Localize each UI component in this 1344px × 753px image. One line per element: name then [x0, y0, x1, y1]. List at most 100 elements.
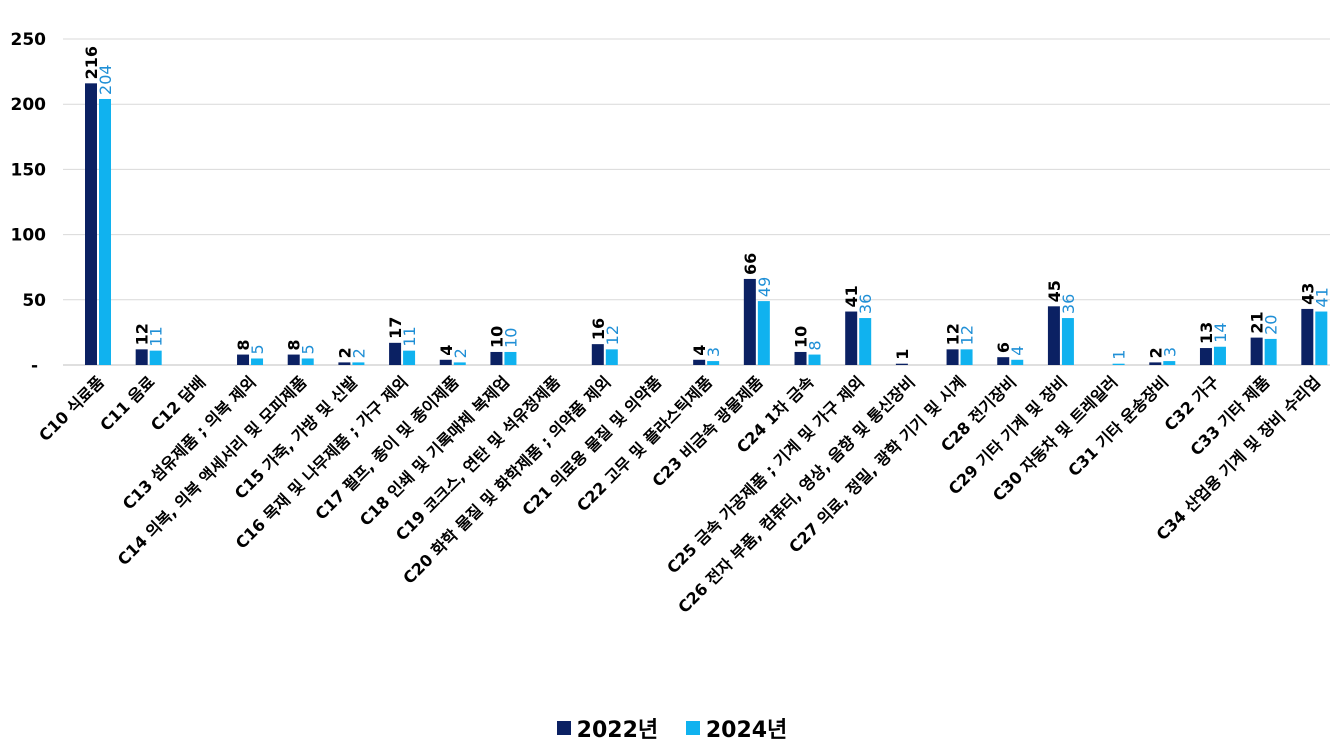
x-category-label: C11 음료: [96, 372, 158, 434]
bar-series-1: [1149, 362, 1162, 365]
bar-series-2: [99, 98, 111, 365]
y-tick-label: 250: [11, 30, 47, 50]
data-label-series-1: 10: [792, 326, 811, 348]
bar-series-1: [997, 357, 1010, 365]
data-label-series-1: 4: [437, 345, 456, 356]
bar-series-1: [1199, 348, 1212, 365]
bar-series-1: [794, 351, 807, 365]
data-label-series-2: 11: [147, 326, 166, 346]
data-label-series-1: 10: [487, 326, 506, 348]
bar-series-1: [490, 351, 503, 365]
data-label-series-2: 14: [1211, 322, 1230, 342]
bar-series-1: [1250, 337, 1263, 365]
data-label-series-2: 20: [1262, 315, 1281, 335]
bar-series-2: [301, 358, 314, 365]
data-label-series-2: 49: [755, 277, 774, 297]
bar-series-2: [453, 362, 466, 365]
bar-series-2: [757, 301, 770, 365]
bar-series-1: [85, 83, 97, 365]
data-label-series-2: 10: [501, 328, 520, 348]
bar-series-2: [859, 318, 872, 365]
bar-series-2: [1112, 363, 1125, 365]
legend-swatch-series-1: [556, 721, 571, 735]
data-label-series-1: 43: [1298, 283, 1317, 305]
legend-label-series-1: 2022년: [576, 718, 659, 743]
bar-series-2: [149, 350, 162, 365]
data-label-series-2: 3: [1160, 347, 1179, 357]
data-label-series-1: 16: [589, 318, 608, 340]
x-category-label: C14 의복, 의복 액세서리 및 모피제품: [114, 372, 311, 569]
data-label-series-2: 2: [451, 348, 470, 358]
legend-item-series-1: 2022년: [556, 712, 659, 744]
data-label-series-1: 8: [234, 339, 253, 350]
bar-series-2: [605, 349, 618, 365]
bar-series-1: [1047, 306, 1060, 365]
data-label-series-2: 12: [958, 325, 977, 345]
data-label-series-1: 17: [386, 317, 405, 339]
bar-series-1: [287, 354, 300, 365]
data-label-series-1: 216: [82, 46, 101, 79]
data-label-series-2: 5: [299, 344, 318, 354]
y-axis-ticks: - 50 100 150 200 250: [11, 30, 47, 376]
y-tick-label: 150: [11, 160, 47, 180]
data-label-series-1: 66: [741, 253, 760, 275]
x-category-label: C10 식료품: [35, 372, 108, 445]
bar-series-2: [808, 354, 821, 365]
data-label-series-1: 6: [994, 342, 1013, 353]
legend-swatch-series-2: [685, 721, 700, 735]
x-category-label: C26 전자 부품, 컴퓨터, 영상, 음향 및 통신장비: [674, 372, 918, 616]
bars: [85, 83, 1328, 365]
y-tick-label: -: [31, 356, 38, 376]
bar-series-1: [845, 311, 858, 365]
data-label-series-1: 2: [335, 347, 354, 358]
bar-series-2: [352, 362, 365, 365]
bar-series-1: [591, 344, 604, 365]
bar-series-1: [895, 363, 908, 365]
data-label-series-1: 45: [1045, 280, 1064, 302]
data-label-series-2: 3: [704, 347, 723, 357]
data-label-series-1: 12: [944, 323, 963, 345]
legend-item-series-2: 2024년: [685, 712, 788, 744]
data-label-series-1: 4: [690, 345, 709, 356]
legend-label-series-2: 2024년: [705, 718, 788, 743]
bar-series-2: [1011, 359, 1024, 365]
bar-series-2: [1213, 346, 1226, 365]
y-tick-label: 200: [11, 95, 47, 115]
data-label-series-2: 4: [1008, 346, 1027, 356]
bar-series-2: [1264, 338, 1277, 365]
bar-series-1: [237, 354, 250, 365]
bar-series-1: [743, 278, 756, 365]
data-label-series-2: 204: [96, 64, 115, 95]
y-tick-label: 100: [11, 226, 47, 246]
bar-series-2: [1163, 361, 1176, 365]
data-label-series-1: 8: [285, 339, 304, 350]
bar-series-1: [693, 359, 706, 365]
data-label-series-2: 41: [1312, 287, 1331, 307]
data-label-series-1: 41: [842, 285, 861, 307]
bar-series-2: [251, 358, 264, 365]
bar-series-2: [1061, 318, 1074, 365]
data-label-series-1: 12: [133, 323, 152, 345]
bar-series-1: [946, 349, 959, 365]
data-label-series-1: 21: [1248, 311, 1267, 333]
bar-series-2: [960, 349, 973, 365]
data-label-series-1: 1: [893, 349, 912, 360]
data-label-series-2: 8: [806, 340, 825, 350]
data-label-series-2: 1: [1110, 350, 1129, 360]
data-label-series-2: 36: [856, 294, 875, 314]
data-label-series-2: 5: [248, 344, 267, 354]
bar-series-2: [403, 350, 416, 365]
bar-series-1: [439, 359, 452, 365]
gridlines: [63, 38, 1330, 366]
bar-series-2: [707, 361, 720, 365]
legend: 2022년 2024년: [0, 712, 1344, 744]
data-label-series-2: 11: [400, 326, 419, 346]
data-label-series-2: 12: [603, 325, 622, 345]
bar-series-1: [1301, 308, 1314, 365]
bar-series-2: [1315, 311, 1328, 365]
data-label-series-1: 13: [1197, 322, 1216, 344]
data-label-series-2: 36: [1059, 294, 1078, 314]
